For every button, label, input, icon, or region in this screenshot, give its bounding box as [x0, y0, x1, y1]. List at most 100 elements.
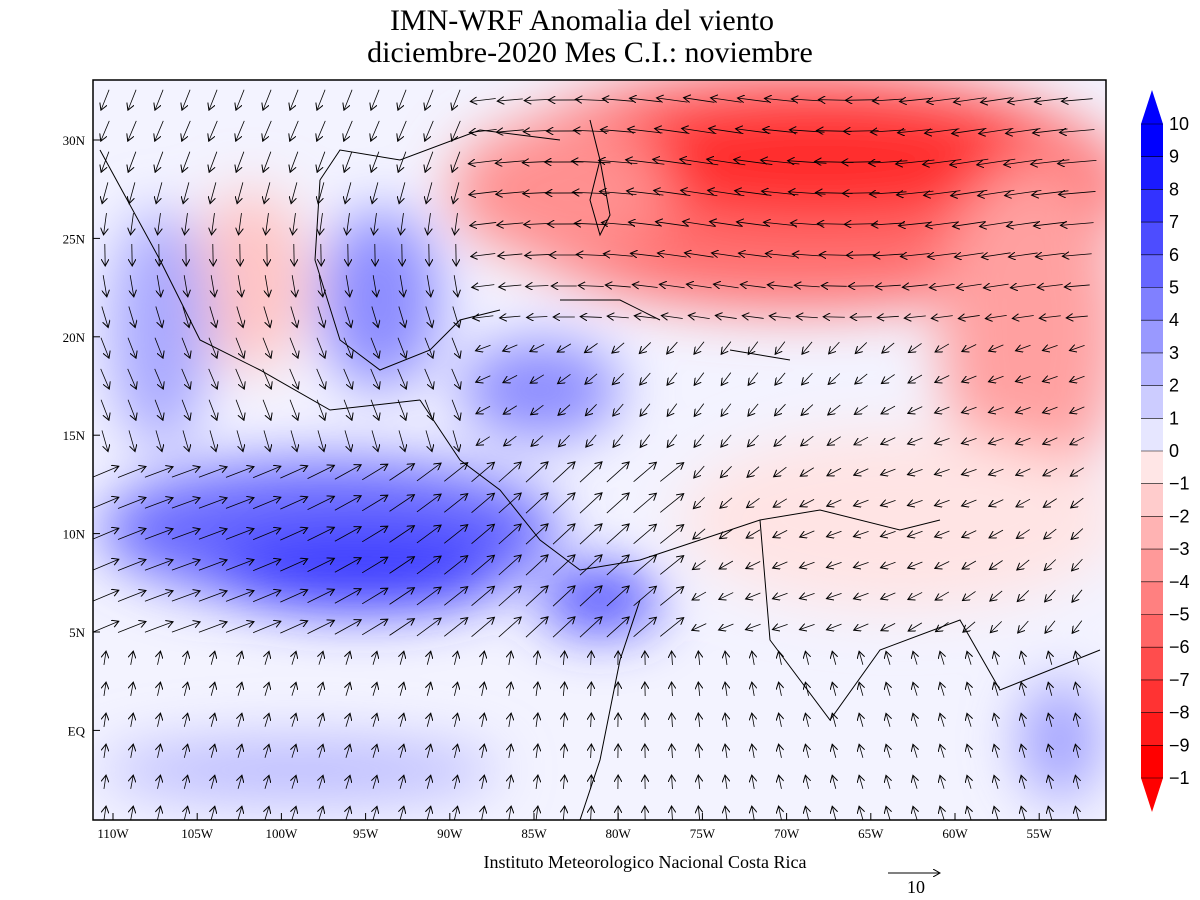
wind-arrow [934, 438, 950, 443]
wind-arrow [1021, 651, 1025, 665]
wind-arrow [317, 306, 324, 327]
wind-arrow [913, 775, 917, 789]
wind-arrow [472, 285, 495, 288]
wind-arrow [509, 713, 511, 727]
wind-arrow [400, 775, 404, 789]
wind-arrow [579, 586, 602, 607]
wind-arrow [752, 651, 754, 665]
wind-arrow [398, 306, 405, 327]
wind-arrow [907, 469, 923, 474]
wind-arrow [317, 120, 326, 141]
wind-arrow [131, 806, 134, 820]
wind-arrow [748, 341, 759, 355]
wind-arrow [935, 530, 950, 537]
latitude-label: 10N [63, 527, 86, 542]
wind-arrow [237, 182, 244, 203]
wind-arrow [934, 500, 950, 505]
wind-arrow [131, 682, 134, 696]
wind-arrow [981, 253, 1011, 257]
wind-arrow [694, 465, 705, 478]
wind-arrow [346, 651, 350, 665]
wind-arrow [498, 617, 521, 638]
wind-arrow [855, 342, 868, 353]
wind-arrow [985, 315, 1007, 318]
wind-arrow [579, 555, 602, 576]
wind-arrow [503, 344, 518, 351]
wind-arrow [263, 151, 272, 173]
wind-arrow [212, 213, 215, 235]
wind-arrow [398, 120, 407, 141]
wind-arrow [632, 285, 658, 288]
wind-arrow [983, 284, 1009, 288]
colorbar-label: 0 [1169, 441, 1179, 461]
wind-arrow [496, 130, 524, 132]
wind-arrow [929, 284, 955, 287]
wind-arrow [373, 682, 377, 696]
wind-arrow [1044, 559, 1057, 571]
wind-arrow [720, 466, 732, 477]
wind-arrow [400, 713, 404, 727]
wind-arrow [225, 529, 254, 540]
wind-arrow [672, 775, 673, 790]
wind-arrow [400, 744, 404, 758]
wind-arrow [346, 682, 350, 696]
wind-arrow [752, 744, 754, 758]
wind-arrow [171, 560, 200, 571]
wind-arrow [775, 372, 786, 385]
wind-arrow [290, 306, 297, 327]
wind-arrow [397, 368, 407, 389]
wind-arrow [1021, 806, 1025, 820]
wind-arrow [580, 317, 602, 318]
wind-arrow [1061, 99, 1093, 102]
wind-arrow [563, 806, 564, 820]
wind-arrow [144, 591, 173, 602]
wind-arrow [854, 593, 869, 599]
wind-arrow [454, 775, 457, 789]
wind-arrow [317, 430, 324, 451]
wind-arrow [779, 713, 782, 727]
wind-arrow [500, 316, 521, 318]
wind-arrow [828, 404, 841, 415]
wind-arrow [293, 213, 296, 235]
wind-arrow [579, 617, 602, 638]
wind-arrow [660, 556, 683, 575]
wind-arrow [346, 713, 350, 727]
wind-arrow [208, 399, 217, 421]
wind-arrow [606, 462, 629, 483]
wind-arrow [800, 467, 814, 477]
wind-arrow [661, 316, 683, 319]
wind-arrow [525, 555, 548, 576]
wind-arrow [198, 498, 227, 509]
wind-arrow [290, 430, 297, 451]
wind-arrow [209, 151, 218, 173]
wind-arrow [346, 744, 350, 758]
wind-arrow [225, 591, 254, 602]
wind-arrow [1016, 438, 1031, 444]
wind-arrow [1043, 467, 1058, 475]
wind-arrow [713, 284, 739, 288]
wind-arrow [1010, 284, 1036, 288]
wind-arrow [225, 498, 254, 509]
wind-arrow [552, 586, 575, 607]
wind-arrow [1064, 285, 1090, 287]
wind-arrow [1039, 316, 1061, 319]
wind-arrow [612, 373, 624, 384]
wind-arrow [444, 587, 467, 606]
colorbar-bin [1141, 222, 1163, 255]
wind-arrow [742, 316, 764, 319]
wind-arrow [1021, 775, 1025, 789]
wind-arrow [990, 590, 1003, 601]
wind-arrow [209, 89, 218, 110]
wind-arrow [1062, 254, 1092, 256]
wind-arrow [1016, 529, 1030, 539]
colorbar-bin [1141, 581, 1163, 615]
wind-arrow [509, 775, 511, 789]
wind-arrow [316, 368, 326, 389]
wind-arrow [767, 285, 793, 288]
wind-arrow [877, 316, 899, 317]
wind-arrow [158, 213, 161, 235]
wind-arrow [859, 651, 863, 665]
wind-arrow [345, 182, 352, 203]
wind-arrow [372, 182, 379, 203]
wind-arrow [93, 528, 119, 540]
